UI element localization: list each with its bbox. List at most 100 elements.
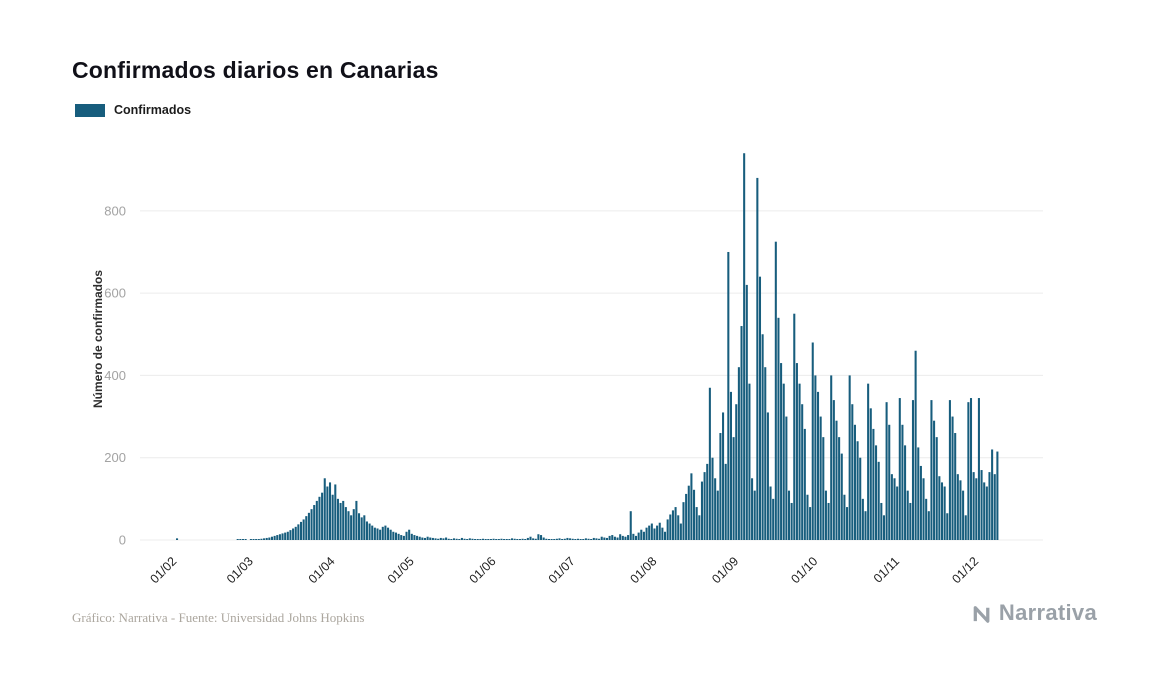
bar	[255, 539, 258, 540]
bar	[896, 486, 899, 540]
bar	[656, 525, 659, 540]
bar	[621, 535, 624, 540]
bar	[542, 537, 545, 540]
bar	[350, 515, 353, 540]
bar	[930, 400, 933, 540]
bar	[769, 486, 772, 540]
bar	[711, 457, 714, 540]
bar	[933, 420, 936, 540]
bar	[360, 517, 363, 540]
bar	[658, 522, 661, 540]
bar	[724, 463, 727, 540]
bar	[975, 478, 978, 540]
bar	[988, 472, 991, 540]
bar	[919, 465, 922, 540]
bar	[822, 437, 825, 540]
bar	[508, 539, 511, 540]
bar-chart: 0 200 400 600 800 01/02 01/03 01/04 01/05 01/06 01…	[104, 153, 1043, 586]
bar	[249, 539, 252, 540]
bar	[292, 528, 295, 540]
bar	[993, 474, 996, 540]
bar	[719, 433, 722, 540]
bar	[468, 538, 471, 540]
bar	[619, 534, 622, 540]
bar	[682, 502, 685, 540]
bar	[603, 537, 606, 540]
bar	[476, 539, 479, 540]
bar	[917, 447, 920, 540]
bar	[661, 527, 664, 540]
bar	[832, 400, 835, 540]
bar	[241, 539, 245, 540]
legend-swatch	[75, 103, 105, 117]
bar	[553, 539, 556, 540]
bar	[363, 515, 366, 540]
bar	[671, 510, 674, 541]
bar	[474, 539, 477, 540]
bar	[914, 350, 917, 540]
bar	[260, 538, 263, 540]
bar	[452, 538, 456, 540]
bar	[793, 313, 796, 540]
bar	[991, 449, 994, 540]
bar	[534, 538, 537, 540]
y-tick-label: 0	[119, 533, 126, 548]
bar	[967, 402, 970, 540]
bar	[706, 463, 709, 540]
bar	[450, 539, 453, 540]
bar	[381, 526, 384, 540]
bar	[447, 538, 450, 540]
bar	[700, 481, 703, 540]
bar	[373, 527, 376, 540]
bar	[566, 537, 569, 540]
bar	[244, 539, 247, 540]
bar	[431, 537, 434, 540]
bar	[326, 486, 329, 540]
bar	[901, 424, 904, 540]
bar	[429, 537, 432, 540]
bar	[977, 398, 980, 540]
bar	[985, 486, 988, 540]
bar	[600, 536, 603, 540]
bar	[745, 284, 748, 540]
bar	[695, 507, 698, 540]
bar	[787, 490, 791, 541]
bar	[838, 437, 841, 540]
bar	[698, 515, 701, 540]
bar	[806, 494, 809, 540]
bar	[867, 383, 870, 540]
bar	[336, 498, 339, 540]
bar	[547, 539, 550, 540]
bar	[803, 428, 806, 540]
bar	[402, 535, 405, 540]
x-tick-label: 01/11	[871, 554, 902, 585]
x-tick-label: 01/03	[224, 554, 256, 586]
bar	[394, 532, 397, 540]
bar	[611, 535, 614, 540]
y-tick-label: 200	[104, 450, 126, 465]
bar	[513, 538, 516, 540]
bar	[529, 536, 532, 540]
legend-item-confirmados[interactable]: Confirmados	[75, 103, 191, 117]
bar	[666, 519, 669, 540]
bar	[545, 538, 548, 540]
bar	[555, 538, 558, 540]
bar	[365, 521, 368, 540]
bar	[685, 493, 688, 540]
bar	[627, 535, 630, 540]
source-credit: Gráfico: Narrativa - Fuente: Universidad…	[72, 610, 365, 625]
bar	[904, 445, 907, 540]
bar	[252, 539, 255, 540]
bar	[869, 408, 872, 540]
bar	[959, 480, 962, 540]
bar	[693, 489, 696, 540]
bar	[801, 404, 804, 540]
bar	[371, 525, 374, 540]
bar	[814, 375, 817, 540]
bar	[729, 391, 732, 541]
bar	[313, 505, 316, 540]
bar	[951, 416, 954, 540]
bar	[576, 538, 580, 540]
y-tick-label: 600	[104, 286, 126, 301]
